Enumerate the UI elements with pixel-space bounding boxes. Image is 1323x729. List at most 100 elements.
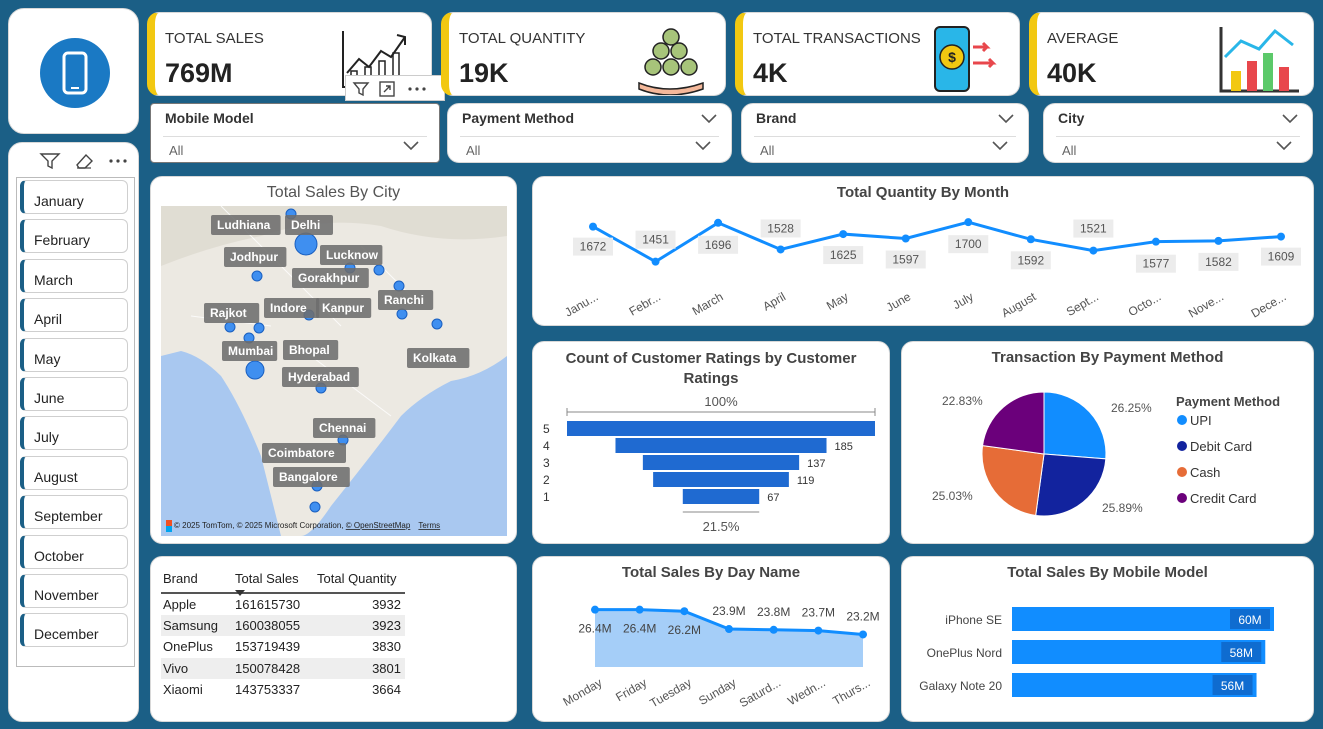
- data-point[interactable]: [591, 605, 599, 614]
- chevron-down-icon[interactable]: [1282, 114, 1298, 124]
- table-row[interactable]: Vivo 150078428 3801: [161, 657, 405, 679]
- funnel-bar[interactable]: [653, 472, 789, 487]
- focus-mode-icon[interactable]: [378, 80, 396, 98]
- slicer-dropdown[interactable]: All: [163, 136, 427, 160]
- chevron-down-icon[interactable]: [998, 114, 1014, 124]
- pie-slice[interactable]: [1035, 453, 1107, 517]
- table-row[interactable]: Xiaomi 143753337 3664: [161, 679, 405, 701]
- data-point[interactable]: [1277, 232, 1285, 241]
- table-row[interactable]: Apple 161615730 3932: [161, 593, 405, 615]
- data-point[interactable]: [839, 230, 848, 239]
- slicer-dropdown[interactable]: All: [754, 136, 1016, 160]
- city-label-box: [204, 303, 260, 323]
- data-point[interactable]: [859, 630, 867, 639]
- month-item[interactable]: April: [20, 298, 128, 333]
- data-point[interactable]: [680, 607, 689, 616]
- column-header-total-sales[interactable]: Total Sales: [233, 565, 315, 596]
- pie-slice[interactable]: [981, 445, 1045, 517]
- pie-slice[interactable]: [1043, 391, 1107, 460]
- payment-pie-chart[interactable]: 26.25% 25.89% 25.03% 22.83% Payment Method UP…: [902, 342, 1315, 545]
- slicer-mobile-model[interactable]: Mobile Model All: [150, 103, 440, 163]
- city-bubble[interactable]: [396, 308, 408, 320]
- month-item[interactable]: March: [20, 258, 128, 293]
- data-point[interactable]: [814, 626, 823, 635]
- slicer-brand[interactable]: Brand All: [741, 103, 1029, 163]
- sales-by-day-card: Total Sales By Day Name 26.4M Monday 26.4M…: [532, 556, 890, 722]
- x-tick-label: Dece...: [1249, 289, 1289, 320]
- data-point[interactable]: [651, 257, 660, 266]
- month-item[interactable]: May: [20, 337, 128, 372]
- city-bubble[interactable]: [251, 270, 263, 282]
- month-item[interactable]: February: [20, 219, 128, 254]
- data-label: 26.4M: [623, 622, 656, 636]
- category-label: 3: [543, 456, 550, 470]
- funnel-bar[interactable]: [682, 489, 760, 504]
- month-item[interactable]: January: [20, 180, 128, 214]
- slicer-city[interactable]: City All: [1043, 103, 1313, 163]
- data-point[interactable]: [725, 625, 733, 634]
- pie-slice[interactable]: [982, 391, 1045, 455]
- funnel-bar[interactable]: [567, 421, 875, 436]
- filter-icon[interactable]: [352, 80, 370, 98]
- sales-area-chart[interactable]: 26.4M Monday 26.4M Friday 26.2M Tuesday 23.9M S…: [533, 557, 891, 723]
- more-options-icon[interactable]: [406, 80, 428, 98]
- table-row[interactable]: Samsung 160038055 3923: [161, 614, 405, 636]
- month-label: February: [34, 232, 91, 249]
- slicer-dropdown[interactable]: All: [460, 136, 719, 160]
- selection-frame: [16, 177, 135, 667]
- data-point[interactable]: [901, 234, 910, 243]
- terms-link[interactable]: Terms: [418, 521, 440, 530]
- chevron-down-icon[interactable]: [403, 141, 419, 151]
- month-label: December: [34, 626, 99, 643]
- chevron-down-icon[interactable]: [992, 141, 1008, 151]
- data-point[interactable]: [589, 222, 597, 231]
- chevron-down-icon[interactable]: [701, 114, 717, 124]
- data-point[interactable]: [776, 245, 785, 254]
- model-bar-chart[interactable]: 60M iPhone SE 58M OnePlus Nord 56M Galaxy Not…: [902, 557, 1315, 723]
- ratings-funnel-chart[interactable]: 100% 5 4 185 3 137 2 119 1 67 21.5%: [533, 342, 891, 545]
- month-item[interactable]: October: [20, 534, 128, 569]
- data-point[interactable]: [769, 625, 778, 634]
- month-item[interactable]: August: [20, 455, 128, 490]
- column-header-brand[interactable]: Brand: [161, 565, 233, 594]
- data-label: 1597: [892, 253, 919, 267]
- month-item[interactable]: July: [20, 416, 128, 451]
- city-map[interactable]: Ludhiana Delhi Jodhpur Lucknow Gorakhpur Rajk…: [161, 206, 507, 536]
- month-item[interactable]: December: [20, 613, 128, 648]
- funnel-bar[interactable]: [615, 438, 827, 453]
- table-cell: 3923: [315, 614, 405, 636]
- city-bubble[interactable]: [253, 322, 265, 334]
- city-bubble[interactable]: [224, 321, 236, 333]
- city-bubble[interactable]: [393, 280, 405, 292]
- data-point[interactable]: [1089, 246, 1098, 255]
- sort-descending-icon[interactable]: [235, 590, 245, 596]
- slicer-payment-method[interactable]: Payment Method All: [447, 103, 732, 163]
- chevron-down-icon[interactable]: [1276, 141, 1292, 151]
- city-bubble[interactable]: [294, 232, 318, 256]
- funnel-bar[interactable]: [642, 455, 800, 470]
- month-item[interactable]: June: [20, 377, 128, 411]
- chevron-down-icon[interactable]: [695, 141, 711, 151]
- data-point[interactable]: [1151, 237, 1160, 246]
- category-label: 1: [543, 490, 550, 504]
- data-point[interactable]: [635, 605, 644, 614]
- month-item[interactable]: November: [20, 574, 128, 608]
- city-bubble[interactable]: [373, 264, 385, 276]
- filter-icon[interactable]: [39, 151, 61, 171]
- quantity-line-chart[interactable]: 1672 Janu... 1451 Febr... 1696 March 1528 April…: [533, 177, 1315, 327]
- data-point[interactable]: [1026, 235, 1035, 244]
- city-bubble[interactable]: [431, 318, 443, 330]
- column-header-total-quantity[interactable]: Total Quantity: [315, 565, 405, 594]
- osm-link[interactable]: © OpenStreetMap: [346, 521, 411, 530]
- data-point[interactable]: [964, 218, 973, 227]
- more-options-icon[interactable]: [107, 151, 129, 171]
- slicer-dropdown[interactable]: All: [1056, 136, 1300, 160]
- city-bubble[interactable]: [245, 360, 265, 380]
- x-tick-label: August: [999, 289, 1039, 320]
- city-bubble[interactable]: [309, 501, 321, 513]
- table-row[interactable]: OnePlus 153719439 3830: [161, 636, 405, 658]
- data-point[interactable]: [1214, 236, 1223, 245]
- eraser-icon[interactable]: [73, 151, 95, 171]
- data-point[interactable]: [714, 218, 723, 227]
- month-item[interactable]: September: [20, 495, 128, 530]
